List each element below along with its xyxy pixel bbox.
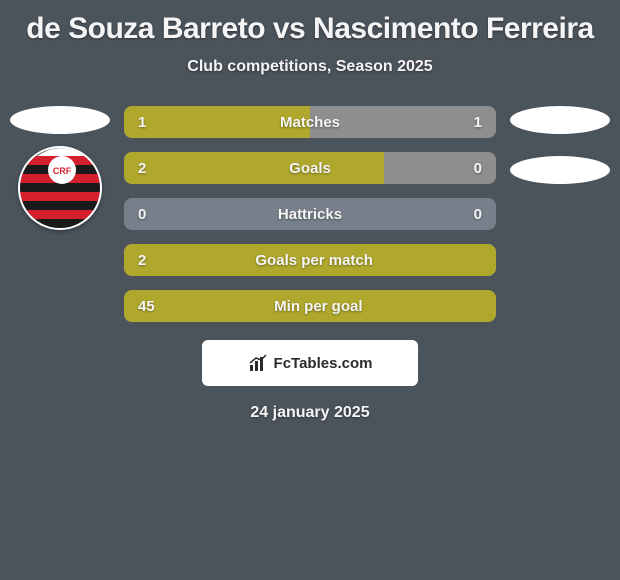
brand-text: FcTables.com bbox=[274, 355, 373, 372]
comparison-card: de Souza Barreto vs Nascimento Ferreira … bbox=[0, 0, 620, 580]
brand-footer[interactable]: FcTables.com bbox=[202, 340, 418, 386]
metric-right-value: 0 bbox=[474, 160, 482, 177]
metric-label: Goals per match bbox=[146, 252, 482, 269]
player-left-oval bbox=[10, 106, 110, 134]
metric-right-value: 1 bbox=[474, 114, 482, 131]
metric-left-value: 0 bbox=[138, 206, 146, 223]
metric-label: Goals bbox=[146, 160, 473, 177]
snapshot-date: 24 january 2025 bbox=[0, 404, 620, 422]
metric-bars: 1Matches12Goals00Hattricks02Goals per ma… bbox=[124, 106, 496, 322]
metric-row: 2Goals0 bbox=[124, 152, 496, 184]
svg-text:CRF: CRF bbox=[53, 166, 72, 176]
metric-right-value: 0 bbox=[474, 206, 482, 223]
metric-label: Hattricks bbox=[146, 206, 473, 223]
metric-label: Matches bbox=[146, 114, 473, 131]
metric-left-value: 2 bbox=[138, 252, 146, 269]
metric-row: 1Matches1 bbox=[124, 106, 496, 138]
page-subtitle: Club competitions, Season 2025 bbox=[0, 58, 620, 76]
right-side bbox=[510, 106, 610, 184]
chart-icon bbox=[248, 353, 268, 373]
content-area: CRF 1Matches12Goals00Hattricks02Goals pe… bbox=[0, 106, 620, 322]
player-right-oval-1 bbox=[510, 106, 610, 134]
left-side: CRF bbox=[10, 106, 110, 230]
metric-left-value: 45 bbox=[138, 298, 155, 315]
club-crest-left: CRF bbox=[18, 146, 102, 230]
metric-left-value: 2 bbox=[138, 160, 146, 177]
metric-row: 45Min per goal bbox=[124, 290, 496, 322]
metric-row: 0Hattricks0 bbox=[124, 198, 496, 230]
metric-left-value: 1 bbox=[138, 114, 146, 131]
metric-row: 2Goals per match bbox=[124, 244, 496, 276]
player-right-oval-2 bbox=[510, 156, 610, 184]
crest-icon: CRF bbox=[20, 148, 102, 230]
metric-label: Min per goal bbox=[155, 298, 482, 315]
page-title: de Souza Barreto vs Nascimento Ferreira bbox=[0, 0, 620, 46]
